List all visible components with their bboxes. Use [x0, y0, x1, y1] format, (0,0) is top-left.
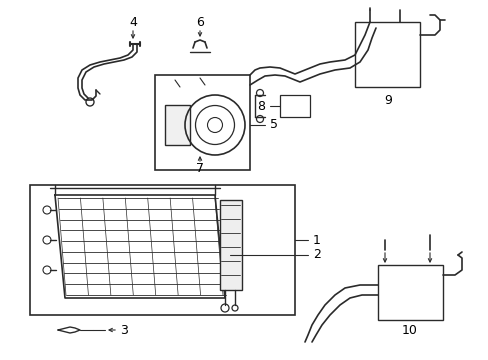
Bar [220, 200, 242, 290]
Bar [30, 185, 294, 315]
Bar [164, 105, 190, 145]
Text: 10: 10 [401, 324, 417, 337]
Bar [377, 265, 442, 320]
Bar [155, 75, 249, 170]
Text: 2: 2 [312, 248, 320, 261]
Bar [280, 95, 309, 117]
Text: 8: 8 [257, 99, 264, 112]
Text: 4: 4 [129, 15, 137, 28]
Text: 7: 7 [196, 162, 203, 175]
Text: 3: 3 [120, 324, 128, 337]
Text: 1: 1 [312, 234, 320, 247]
Text: 6: 6 [196, 15, 203, 28]
Text: 9: 9 [383, 94, 391, 107]
Text: 5: 5 [269, 118, 278, 131]
Bar [354, 22, 419, 87]
